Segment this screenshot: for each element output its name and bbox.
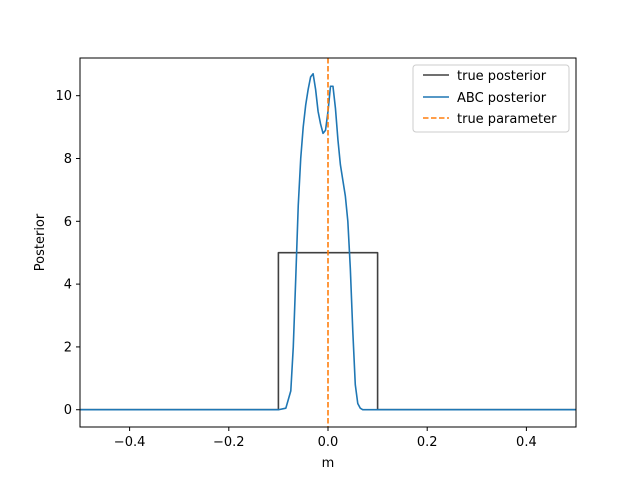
- plot-lines: [80, 58, 576, 427]
- y-tick-label: 10: [55, 89, 72, 104]
- y-tick-label: 8: [64, 152, 72, 167]
- x-tick-label: −0.4: [114, 435, 146, 450]
- legend-entry-abc-posterior: ABC posterior: [457, 91, 547, 106]
- x-tick-label: 0.0: [318, 435, 339, 450]
- y-tick-label: 2: [64, 340, 72, 355]
- x-axis-label: m: [322, 456, 335, 471]
- y-axis-label: Posterior: [33, 213, 48, 271]
- legend: true posterior ABC posterior true parame…: [412, 64, 570, 133]
- legend-entry-true-parameter: true parameter: [457, 112, 557, 127]
- x-axis-ticks: −0.4 −0.2 0.0 0.2 0.4: [114, 427, 537, 450]
- x-tick-label: −0.2: [213, 435, 245, 450]
- legend-box: [412, 64, 570, 133]
- x-tick-label: 0.4: [516, 435, 537, 450]
- legend-entry-true-posterior: true posterior: [457, 69, 547, 84]
- y-tick-label: 6: [64, 215, 72, 230]
- y-axis-ticks: 0 2 4 6 8 10: [55, 89, 80, 418]
- x-tick-label: 0.2: [417, 435, 438, 450]
- y-tick-label: 4: [64, 278, 72, 293]
- y-tick-label: 0: [64, 403, 72, 418]
